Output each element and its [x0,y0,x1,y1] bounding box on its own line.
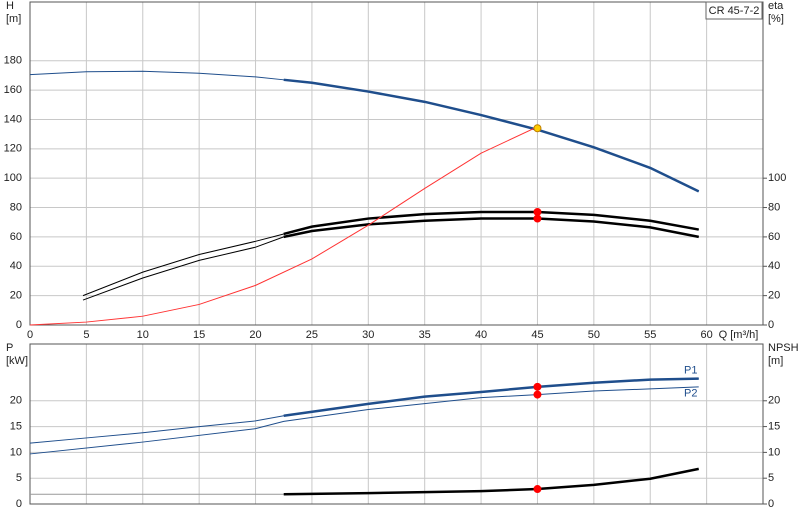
series-line [29,126,538,326]
plot-area [30,344,763,504]
legend-label: CR 45-7-2 [709,5,760,17]
y2-tick-label: 0 [768,498,774,510]
y2-axis-label: [m] [768,355,783,367]
x-tick-label: 30 [362,329,374,341]
series-line-duty [283,78,700,193]
y2-tick-label: 60 [768,231,780,243]
series-line-duty [283,217,699,239]
y2-tick-label: 20 [768,395,780,407]
x-tick-label: 10 [137,329,149,341]
x-tick-label: 40 [475,329,487,341]
series-line-duty [283,210,699,236]
y-axis-label: P [6,342,13,354]
y-tick-label: 10 [10,446,22,458]
y2-tick-label: 5 [768,472,774,484]
duty-point [533,214,542,223]
y2-tick-label: 10 [768,446,780,458]
duty-point [533,485,542,494]
x-tick-label: 50 [588,329,600,341]
y2-axis-label: [%] [768,13,784,25]
y-tick-label: 20 [10,395,22,407]
y2-tick-label: 40 [768,260,780,272]
y-axis-label: H [6,0,14,12]
series-line-duty [283,467,699,496]
y-tick-label: 60 [10,231,22,243]
x-tick-label: 5 [83,329,89,341]
y-tick-label: 0 [16,319,22,331]
x-tick-label: 45 [531,329,543,341]
y-tick-label: 120 [4,143,22,155]
y-tick-label: 40 [10,260,22,272]
x-tick-label: 35 [419,329,431,341]
y2-tick-label: 0 [768,319,774,331]
duty-point [533,124,542,133]
x-tick-label: 55 [644,329,656,341]
series-line [29,386,699,455]
y-tick-label: 80 [10,201,22,213]
series-label: P1 [684,364,697,376]
y-axis-label: [m] [6,13,21,25]
y2-axis-label: eta [768,0,784,12]
y2-tick-label: 20 [768,290,780,302]
y-tick-label: 100 [4,172,22,184]
plot-frame [29,1,764,326]
x-tick-label: 60 [700,329,712,341]
y-tick-label: 15 [10,420,22,432]
x-tick-label: 0 [27,329,33,341]
y-tick-label: 5 [16,472,22,484]
y-tick-label: 180 [4,55,22,67]
duty-point [533,382,542,391]
y-tick-label: 0 [16,498,22,510]
series-label: P2 [684,388,697,400]
duty-point [533,390,542,399]
x-axis-label: Q [m³/h] [719,329,759,341]
legend-box [705,1,763,20]
y-tick-label: 140 [4,113,22,125]
y2-tick-label: 15 [768,420,780,432]
plot-frame [29,343,764,505]
series-line-duty [283,377,699,417]
plot-area [30,2,763,325]
y2-tick-label: 80 [768,201,780,213]
y-tick-label: 160 [4,84,22,96]
x-tick-label: 20 [249,329,261,341]
y-tick-label: 20 [10,290,22,302]
y2-axis-label: NPSH [768,342,799,354]
y-axis-label: [kW] [6,355,28,367]
x-tick-label: 25 [306,329,318,341]
y2-tick-label: 100 [768,172,786,184]
duty-point [533,207,542,216]
x-tick-label: 15 [193,329,205,341]
